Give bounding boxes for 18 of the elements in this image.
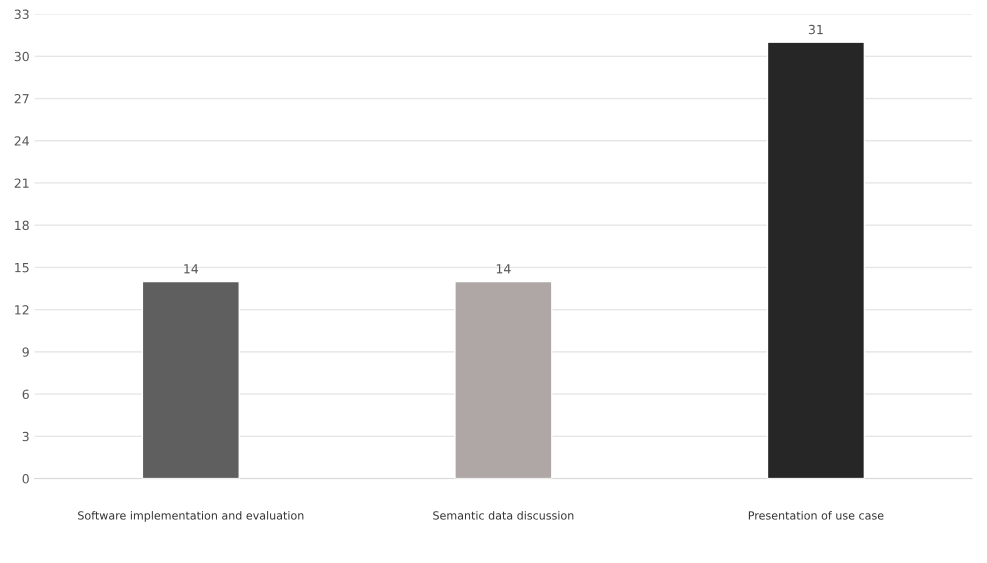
y-tick-label: 12	[15, 305, 28, 314]
data-label: 14	[184, 264, 198, 274]
y-tick-label: 24	[14, 136, 29, 146]
data-label: 31	[808, 24, 823, 34]
data-label: 14	[496, 264, 511, 274]
y-tick-label: 27	[14, 94, 29, 104]
y-tick-label: 15	[15, 263, 29, 272]
y-tick-label: 30	[14, 52, 29, 62]
y-tick-label: 6	[22, 390, 29, 400]
y-tick-label: 9	[22, 347, 29, 357]
x-tick-label: Software implementation and evaluation	[78, 511, 304, 522]
y-tick-label: 21	[14, 178, 29, 188]
y-tick-label: 3	[22, 432, 29, 442]
y-tick-label: 33	[14, 10, 29, 19]
x-tick-label: Semantic data discussion	[433, 511, 574, 520]
x-tick-label: Presentation of use case	[748, 511, 884, 520]
y-tick-label: 0	[22, 474, 29, 484]
y-tick-label: 18	[15, 220, 29, 230]
